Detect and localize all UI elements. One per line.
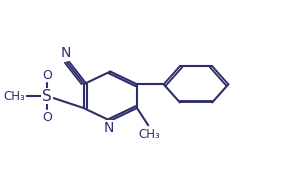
Text: CH₃: CH₃	[4, 90, 25, 103]
Text: S: S	[42, 89, 52, 104]
Text: N: N	[104, 121, 114, 135]
Text: CH₃: CH₃	[139, 128, 160, 141]
Text: O: O	[42, 69, 52, 82]
Text: O: O	[42, 111, 52, 124]
Text: N: N	[60, 46, 71, 60]
